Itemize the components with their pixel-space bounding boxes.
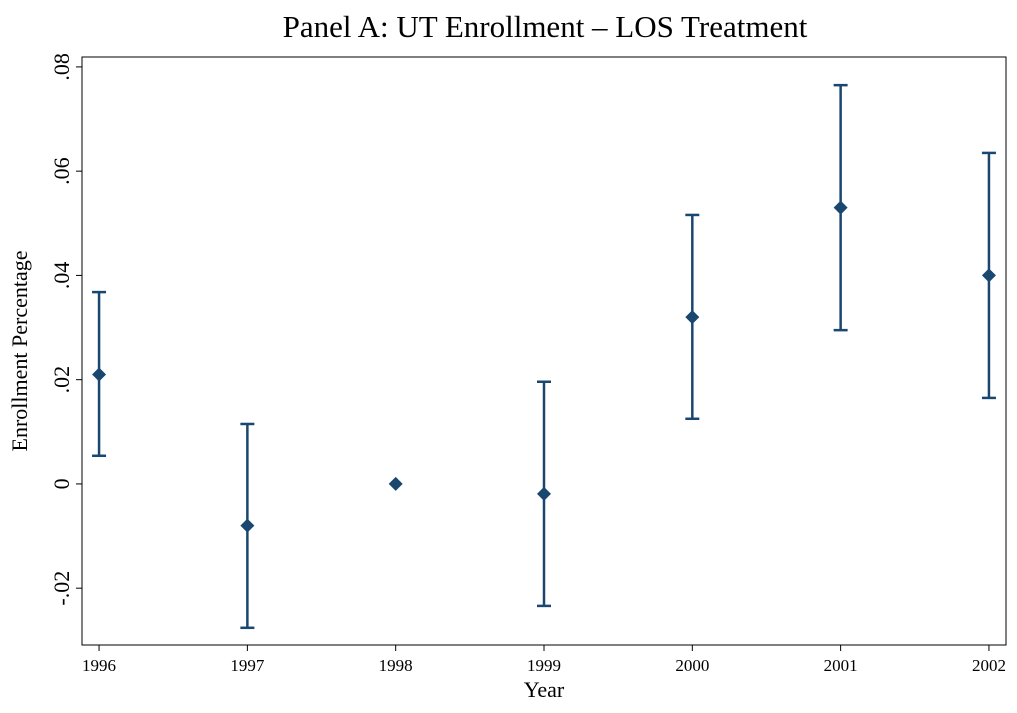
point <box>240 518 255 533</box>
y-tick-label: .08 <box>49 53 74 81</box>
y-axis-label: Enrollment Percentage <box>7 251 32 452</box>
x-axis-label: Year <box>524 677 565 702</box>
x-tick-label: 2002 <box>972 656 1006 675</box>
point <box>537 486 551 501</box>
y-tick-label: .04 <box>49 262 74 290</box>
x-tick-label: 2000 <box>675 656 709 675</box>
y-tick-label: 0 <box>49 478 74 489</box>
x-tick-label: 1998 <box>379 656 413 675</box>
point <box>388 476 403 491</box>
y-tick-label: -.02 <box>49 571 74 606</box>
point <box>685 310 700 325</box>
point <box>833 200 848 215</box>
x-tick-label: 1999 <box>527 656 561 675</box>
point <box>92 367 107 382</box>
y-tick-label: .06 <box>49 157 74 185</box>
x-tick-label: 1997 <box>230 656 265 675</box>
y-tick-label: .02 <box>49 366 74 394</box>
x-tick-label: 1996 <box>82 656 116 675</box>
chart-title: Panel A: UT Enrollment – LOS Treatment <box>283 9 808 44</box>
point <box>981 268 996 283</box>
x-tick-label: 2001 <box>824 656 858 675</box>
